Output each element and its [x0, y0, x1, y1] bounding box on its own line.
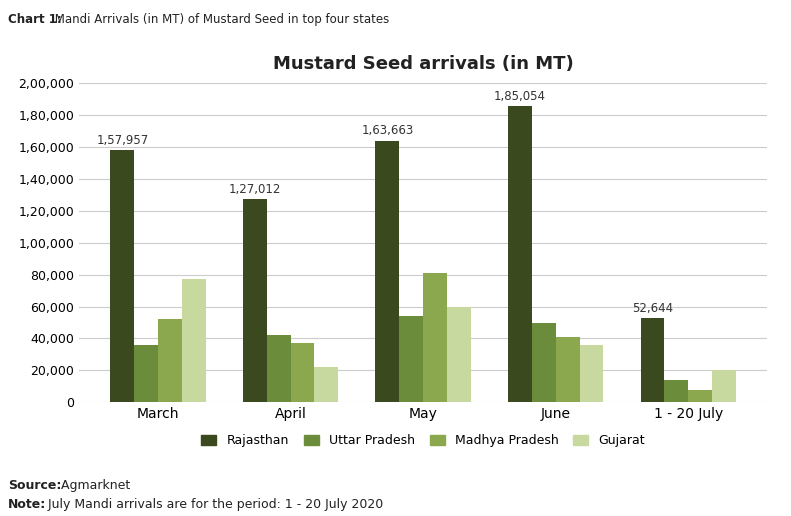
Bar: [315, 367, 339, 402]
Bar: [688, 390, 712, 402]
Bar: [712, 370, 736, 402]
Title: Mustard Seed arrivals (in MT): Mustard Seed arrivals (in MT): [273, 55, 573, 73]
Text: Source:: Source:: [8, 479, 61, 492]
Text: 1,85,054: 1,85,054: [494, 90, 546, 103]
Legend: Rajasthan, Uttar Pradesh, Madhya Pradesh, Gujarat: Rajasthan, Uttar Pradesh, Madhya Pradesh…: [196, 429, 650, 452]
Text: 1,63,663: 1,63,663: [361, 124, 414, 137]
Bar: [447, 307, 471, 402]
Bar: [267, 335, 290, 402]
Text: July Mandi arrivals are for the period: 1 - 20 July 2020: July Mandi arrivals are for the period: …: [44, 498, 383, 511]
Bar: [182, 279, 206, 402]
Bar: [508, 106, 532, 402]
Text: Chart 1:: Chart 1:: [8, 13, 62, 26]
Text: Agmarknet: Agmarknet: [57, 479, 131, 492]
Bar: [158, 319, 182, 402]
Text: Mandi Arrivals (in MT) of Mustard Seed in top four states: Mandi Arrivals (in MT) of Mustard Seed i…: [51, 13, 390, 26]
Bar: [111, 150, 134, 402]
Bar: [556, 337, 580, 402]
Text: Note:: Note:: [8, 498, 46, 511]
Text: 52,644: 52,644: [632, 302, 673, 315]
Bar: [423, 273, 447, 402]
Bar: [532, 322, 556, 402]
Bar: [664, 380, 688, 402]
Text: 1,27,012: 1,27,012: [229, 183, 281, 196]
Bar: [376, 141, 399, 402]
Bar: [134, 345, 158, 402]
Bar: [290, 343, 315, 402]
Text: 1,57,957: 1,57,957: [97, 134, 149, 147]
Bar: [580, 345, 604, 402]
Bar: [243, 199, 267, 402]
Bar: [641, 318, 664, 402]
Bar: [399, 316, 423, 402]
